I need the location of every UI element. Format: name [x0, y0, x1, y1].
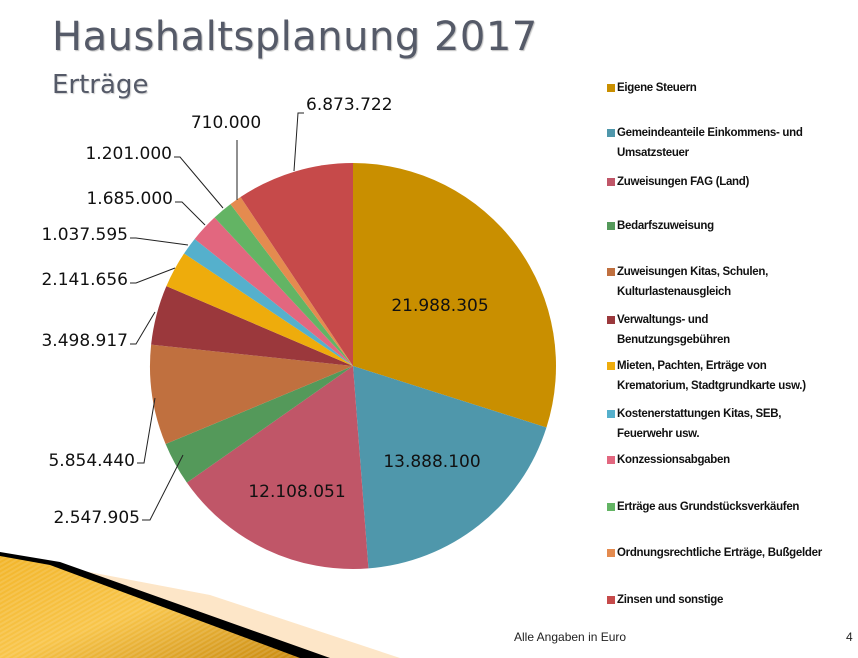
pie-slice: [151, 286, 353, 366]
legend-item: Ordnungsrechtliche Erträge, Bußgelder: [607, 543, 857, 563]
legend-item: Mieten, Pachten, Erträge von Krematorium,…: [607, 356, 857, 396]
legend-swatch: [607, 222, 615, 230]
slide-title: Haushaltsplanung 2017: [52, 14, 538, 60]
legend-swatch: [607, 456, 615, 464]
slide-subtitle: Erträge: [52, 70, 149, 100]
pie-chart: 21.988.305 13.888.100 12.108.051 2.547.905 5…: [41, 95, 557, 569]
legend-label: Kostenerstattungen Kitas, SEB,: [617, 408, 782, 420]
legend-swatch: [607, 549, 615, 557]
legend-item: Gemeindeanteile Einkommens- und Umsatzste…: [607, 123, 857, 163]
legend-swatch: [607, 503, 615, 511]
legend-item: Zuweisungen Kitas, Schulen, Kulturlastena…: [607, 262, 857, 302]
legend-label: Zuweisungen Kitas, Schulen,: [617, 266, 769, 278]
data-label: 2.141.656: [41, 270, 128, 290]
pie-slice: [214, 204, 353, 366]
leader-line: [130, 237, 189, 246]
leader-line: [130, 267, 176, 284]
legend-label: Verwaltungs- und: [617, 314, 709, 326]
chart-legend: Eigene Steuern Gemeindeanteile Einkommens…: [607, 0, 858, 620]
legend-label: Zinsen und sonstige: [617, 594, 724, 606]
data-label: 1.037.595: [41, 225, 128, 245]
leader-line: [130, 311, 156, 345]
leader-line: [142, 454, 184, 521]
legend-label: Umsatzsteuer: [617, 147, 689, 159]
legend-item: Erträge aus Grundstücksverkäufen: [607, 497, 857, 517]
pie-slice: [353, 163, 557, 428]
data-label: 13.888.100: [383, 452, 480, 472]
legend-swatch: [607, 410, 615, 418]
legend-swatch: [607, 129, 615, 137]
pie-slice: [353, 366, 547, 569]
leader-line: [293, 112, 304, 172]
footer-note: Alle Angaben in Euro: [514, 630, 627, 644]
legend-label: Bedarfszuweisung: [617, 220, 714, 232]
legend-item: Zinsen und sonstige: [607, 590, 857, 610]
legend-label: Krematorium, Stadtgrundkarte usw.): [617, 380, 806, 392]
data-label: 12.108.051: [248, 482, 345, 502]
leader-line: [175, 201, 206, 226]
data-label: 2.547.905: [53, 508, 140, 528]
data-label: 710.000: [191, 113, 261, 133]
legend-label: Gemeindeanteile Einkommens- und: [617, 127, 803, 139]
legend-item: Kostenerstattungen Kitas, SEB, Feuerwehr …: [607, 404, 857, 444]
legend-item: Zuweisungen FAG (Land): [607, 172, 857, 192]
pie-slice: [165, 366, 353, 483]
legend-item: Eigene Steuern: [607, 78, 857, 98]
pie-slice: [240, 163, 353, 366]
leader-line: [174, 156, 224, 209]
legend-swatch: [607, 178, 615, 186]
pie-slice: [194, 217, 353, 366]
legend-label: Erträge aus Grundstücksverkäufen: [617, 501, 800, 513]
legend-swatch: [607, 268, 615, 276]
pie-slice: [184, 238, 353, 366]
legend-label: Zuweisungen FAG (Land): [617, 176, 750, 188]
legend-label: Kulturlastenausgleich: [617, 286, 731, 298]
legend-label: Konzessionsabgaben: [617, 454, 730, 466]
legend-label: Ordnungsrechtliche Erträge, Bußgelder: [617, 547, 822, 559]
legend-swatch: [607, 84, 615, 92]
legend-item: Verwaltungs- und Benutzungsgebühren: [607, 310, 857, 350]
data-label: 5.854.440: [48, 451, 135, 471]
legend-label: Benutzungsgebühren: [617, 334, 730, 346]
pie-slice: [166, 253, 353, 366]
page-number: 4: [846, 630, 853, 644]
legend-label: Mieten, Pachten, Erträge von: [617, 360, 767, 372]
legend-swatch: [607, 316, 615, 324]
pie-slice: [149, 344, 353, 445]
legend-swatch: [607, 596, 615, 604]
legend-item: Bedarfszuweisung: [607, 216, 857, 236]
data-label: 21.988.305: [391, 296, 488, 316]
legend-label: Eigene Steuern: [617, 82, 697, 94]
data-label: 6.873.722: [306, 95, 393, 115]
legend-item: Konzessionsabgaben: [607, 450, 857, 470]
pie-slice: [230, 197, 353, 366]
pie-slice: [186, 366, 369, 569]
data-label: 3.498.917: [41, 331, 128, 351]
legend-swatch: [607, 362, 615, 370]
leader-line: [137, 397, 156, 464]
data-label: 1.201.000: [85, 144, 172, 164]
data-label: 1.685.000: [86, 189, 173, 209]
legend-label: Feuerwehr usw.: [617, 428, 700, 440]
